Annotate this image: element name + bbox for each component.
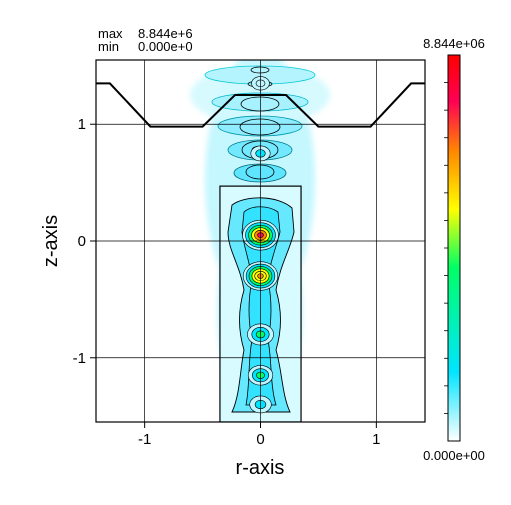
- colorbar-gradient: [447, 54, 461, 442]
- colorbar-ticks: [444, 82, 448, 414]
- y-tick-label-2: 1: [78, 116, 86, 133]
- max-label: max: [98, 26, 123, 41]
- max-value: 8.844e+6: [138, 26, 193, 41]
- min-value: 0.000e+0: [138, 39, 193, 54]
- y-axis-label: z-axis: [40, 215, 62, 267]
- min-label: min: [98, 39, 119, 54]
- x-tick-label-0: -1: [138, 431, 151, 448]
- x-axis-label: r-axis: [236, 457, 285, 479]
- colorbar-max-label: 8.844e+06: [423, 36, 485, 51]
- field-layer: [96, 60, 425, 422]
- x-tick-label-2: 1: [372, 431, 380, 448]
- grid-lines: [96, 60, 425, 422]
- axis-ticks: -1 0 1 -1 0 1: [73, 116, 381, 448]
- region-field: [220, 187, 301, 422]
- y-tick-label-1: 0: [78, 233, 86, 250]
- colorbar: 8.844e+06 0.000e+00: [423, 36, 485, 463]
- y-tick-label-0: -1: [73, 350, 86, 367]
- x-tick-label-1: 0: [256, 431, 264, 448]
- colorbar-min-label: 0.000e+00: [423, 448, 485, 463]
